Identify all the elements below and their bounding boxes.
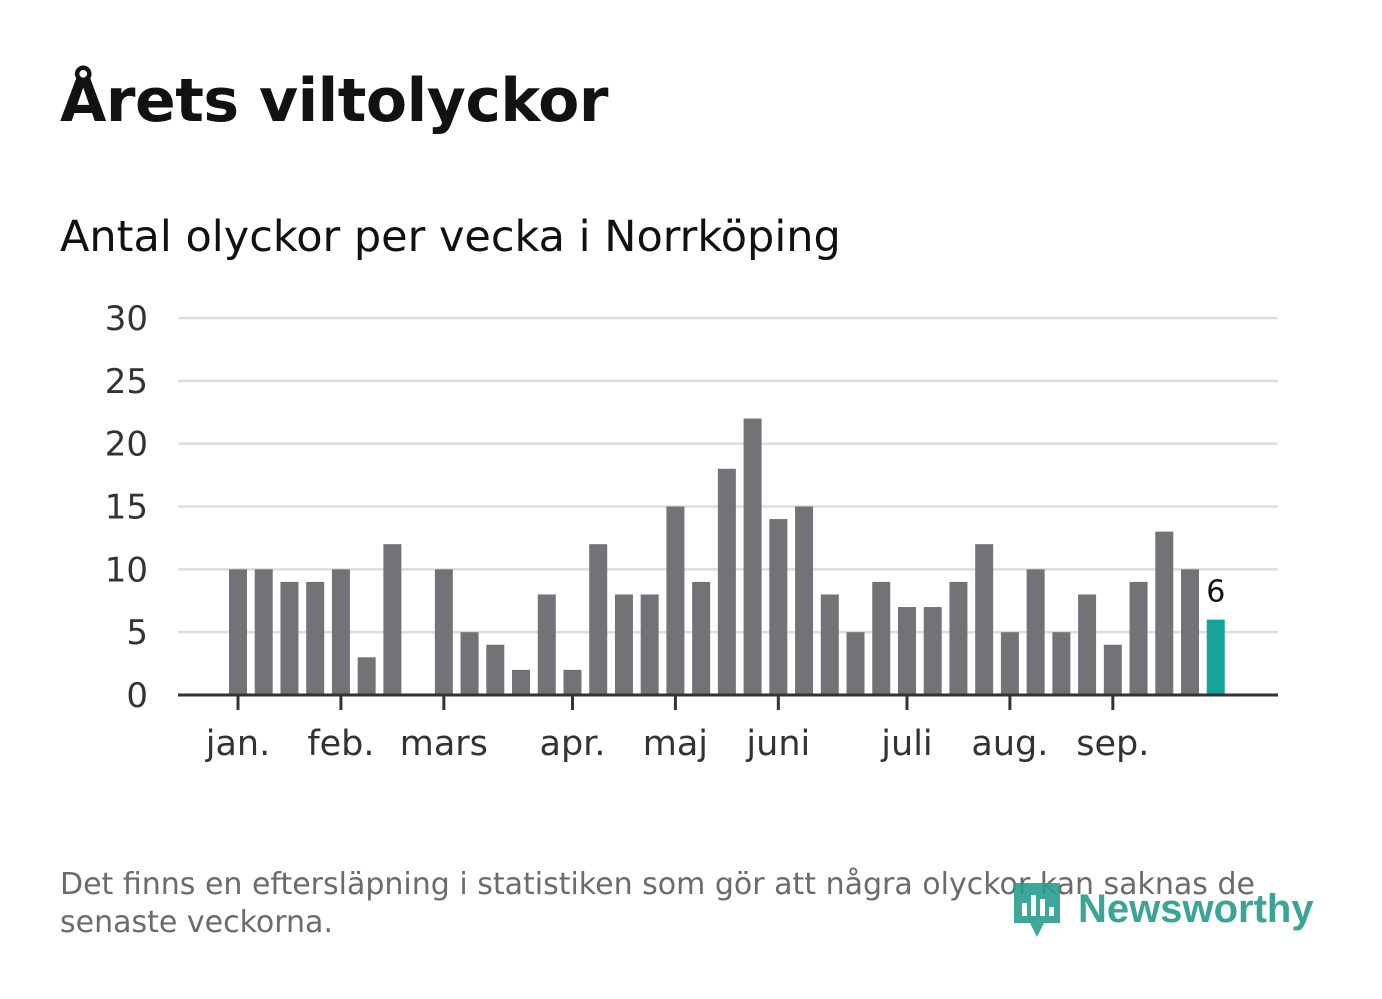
bar-week-19 (692, 581, 711, 695)
bar-week-18 (666, 506, 685, 695)
bar-week-38 (1181, 569, 1200, 695)
y-tick-label: 0 (126, 676, 148, 716)
y-tick-label: 5 (126, 613, 148, 653)
x-tick-label: jan. (205, 724, 270, 764)
data-label-latest: 6 (1206, 575, 1225, 610)
newsworthy-logo-text: Newsworthy (1078, 886, 1314, 931)
bar-week-9 (434, 569, 453, 695)
y-tick-label: 20 (105, 425, 148, 465)
bar-week-33 (1052, 632, 1071, 695)
y-tick-label: 30 (105, 299, 148, 339)
bar-week-14 (563, 669, 582, 695)
bar-week-22 (769, 519, 788, 695)
bar-week-27 (897, 607, 916, 695)
bar-week-1 (229, 569, 247, 695)
bar-week-2 (254, 569, 273, 695)
newsworthy-logo: Newsworthy (1010, 877, 1320, 941)
bar-week-24 (820, 594, 839, 695)
y-tick-label: 25 (105, 362, 148, 402)
chart-title: Årets viltolyckor (60, 66, 609, 136)
bar-week-12 (512, 669, 531, 695)
x-tick-label: feb. (307, 724, 374, 764)
data-labels: 6 (1203, 572, 1228, 613)
bar-week-3 (280, 581, 299, 695)
chart-subtitle: Antal olyckor per vecka i Norrköping (60, 212, 841, 262)
bar-week-32 (1026, 569, 1045, 695)
bar-week-7 (383, 544, 402, 695)
bar-week-6 (357, 657, 376, 695)
bar-week-11 (486, 644, 505, 695)
x-tick-label: apr. (540, 724, 606, 764)
x-tick-label: maj (643, 724, 708, 764)
bar-week-34 (1078, 594, 1097, 695)
bar-week-29 (949, 581, 968, 695)
bar-week-36 (1129, 581, 1148, 695)
bar-week-21 (743, 418, 762, 695)
x-tick-label: sep. (1076, 724, 1149, 764)
y-axis-ticks: 0 5 10 15 20 25 30 (105, 299, 148, 716)
bar-week-17 (640, 594, 659, 695)
bar-week-26 (872, 581, 891, 695)
bar-week-37 (1155, 531, 1174, 695)
bar-week-16 (614, 594, 633, 695)
newsworthy-logo-icon (1014, 883, 1060, 937)
bar-highlight-latest-week (1206, 619, 1225, 695)
y-tick-label: 15 (105, 488, 148, 528)
x-tick-label: juni (745, 724, 810, 764)
bar-week-30 (975, 544, 994, 695)
x-tick-label: juli (880, 724, 932, 764)
bar-week-4 (306, 581, 325, 695)
bar-week-10 (460, 632, 479, 695)
bar-week-15 (589, 544, 608, 695)
bar-week-23 (795, 506, 814, 695)
bars (229, 418, 1225, 695)
x-axis-ticks: jan. feb. mars apr. maj juni juli aug. sep. (205, 695, 1149, 764)
bar-week-35 (1103, 644, 1122, 695)
y-tick-label: 10 (105, 550, 148, 590)
x-tick-label: aug. (971, 724, 1048, 764)
bar-chart: 0 5 10 15 20 25 30 jan. feb. mars apr. maj juni juli… (105, 299, 1278, 764)
bar-week-31 (1000, 632, 1019, 695)
bar-week-20 (717, 468, 736, 695)
bar-week-25 (846, 632, 865, 695)
bar-week-28 (923, 607, 942, 695)
bar-week-5 (331, 569, 350, 695)
x-tick-label: mars (400, 724, 488, 764)
bar-week-13 (537, 594, 556, 695)
